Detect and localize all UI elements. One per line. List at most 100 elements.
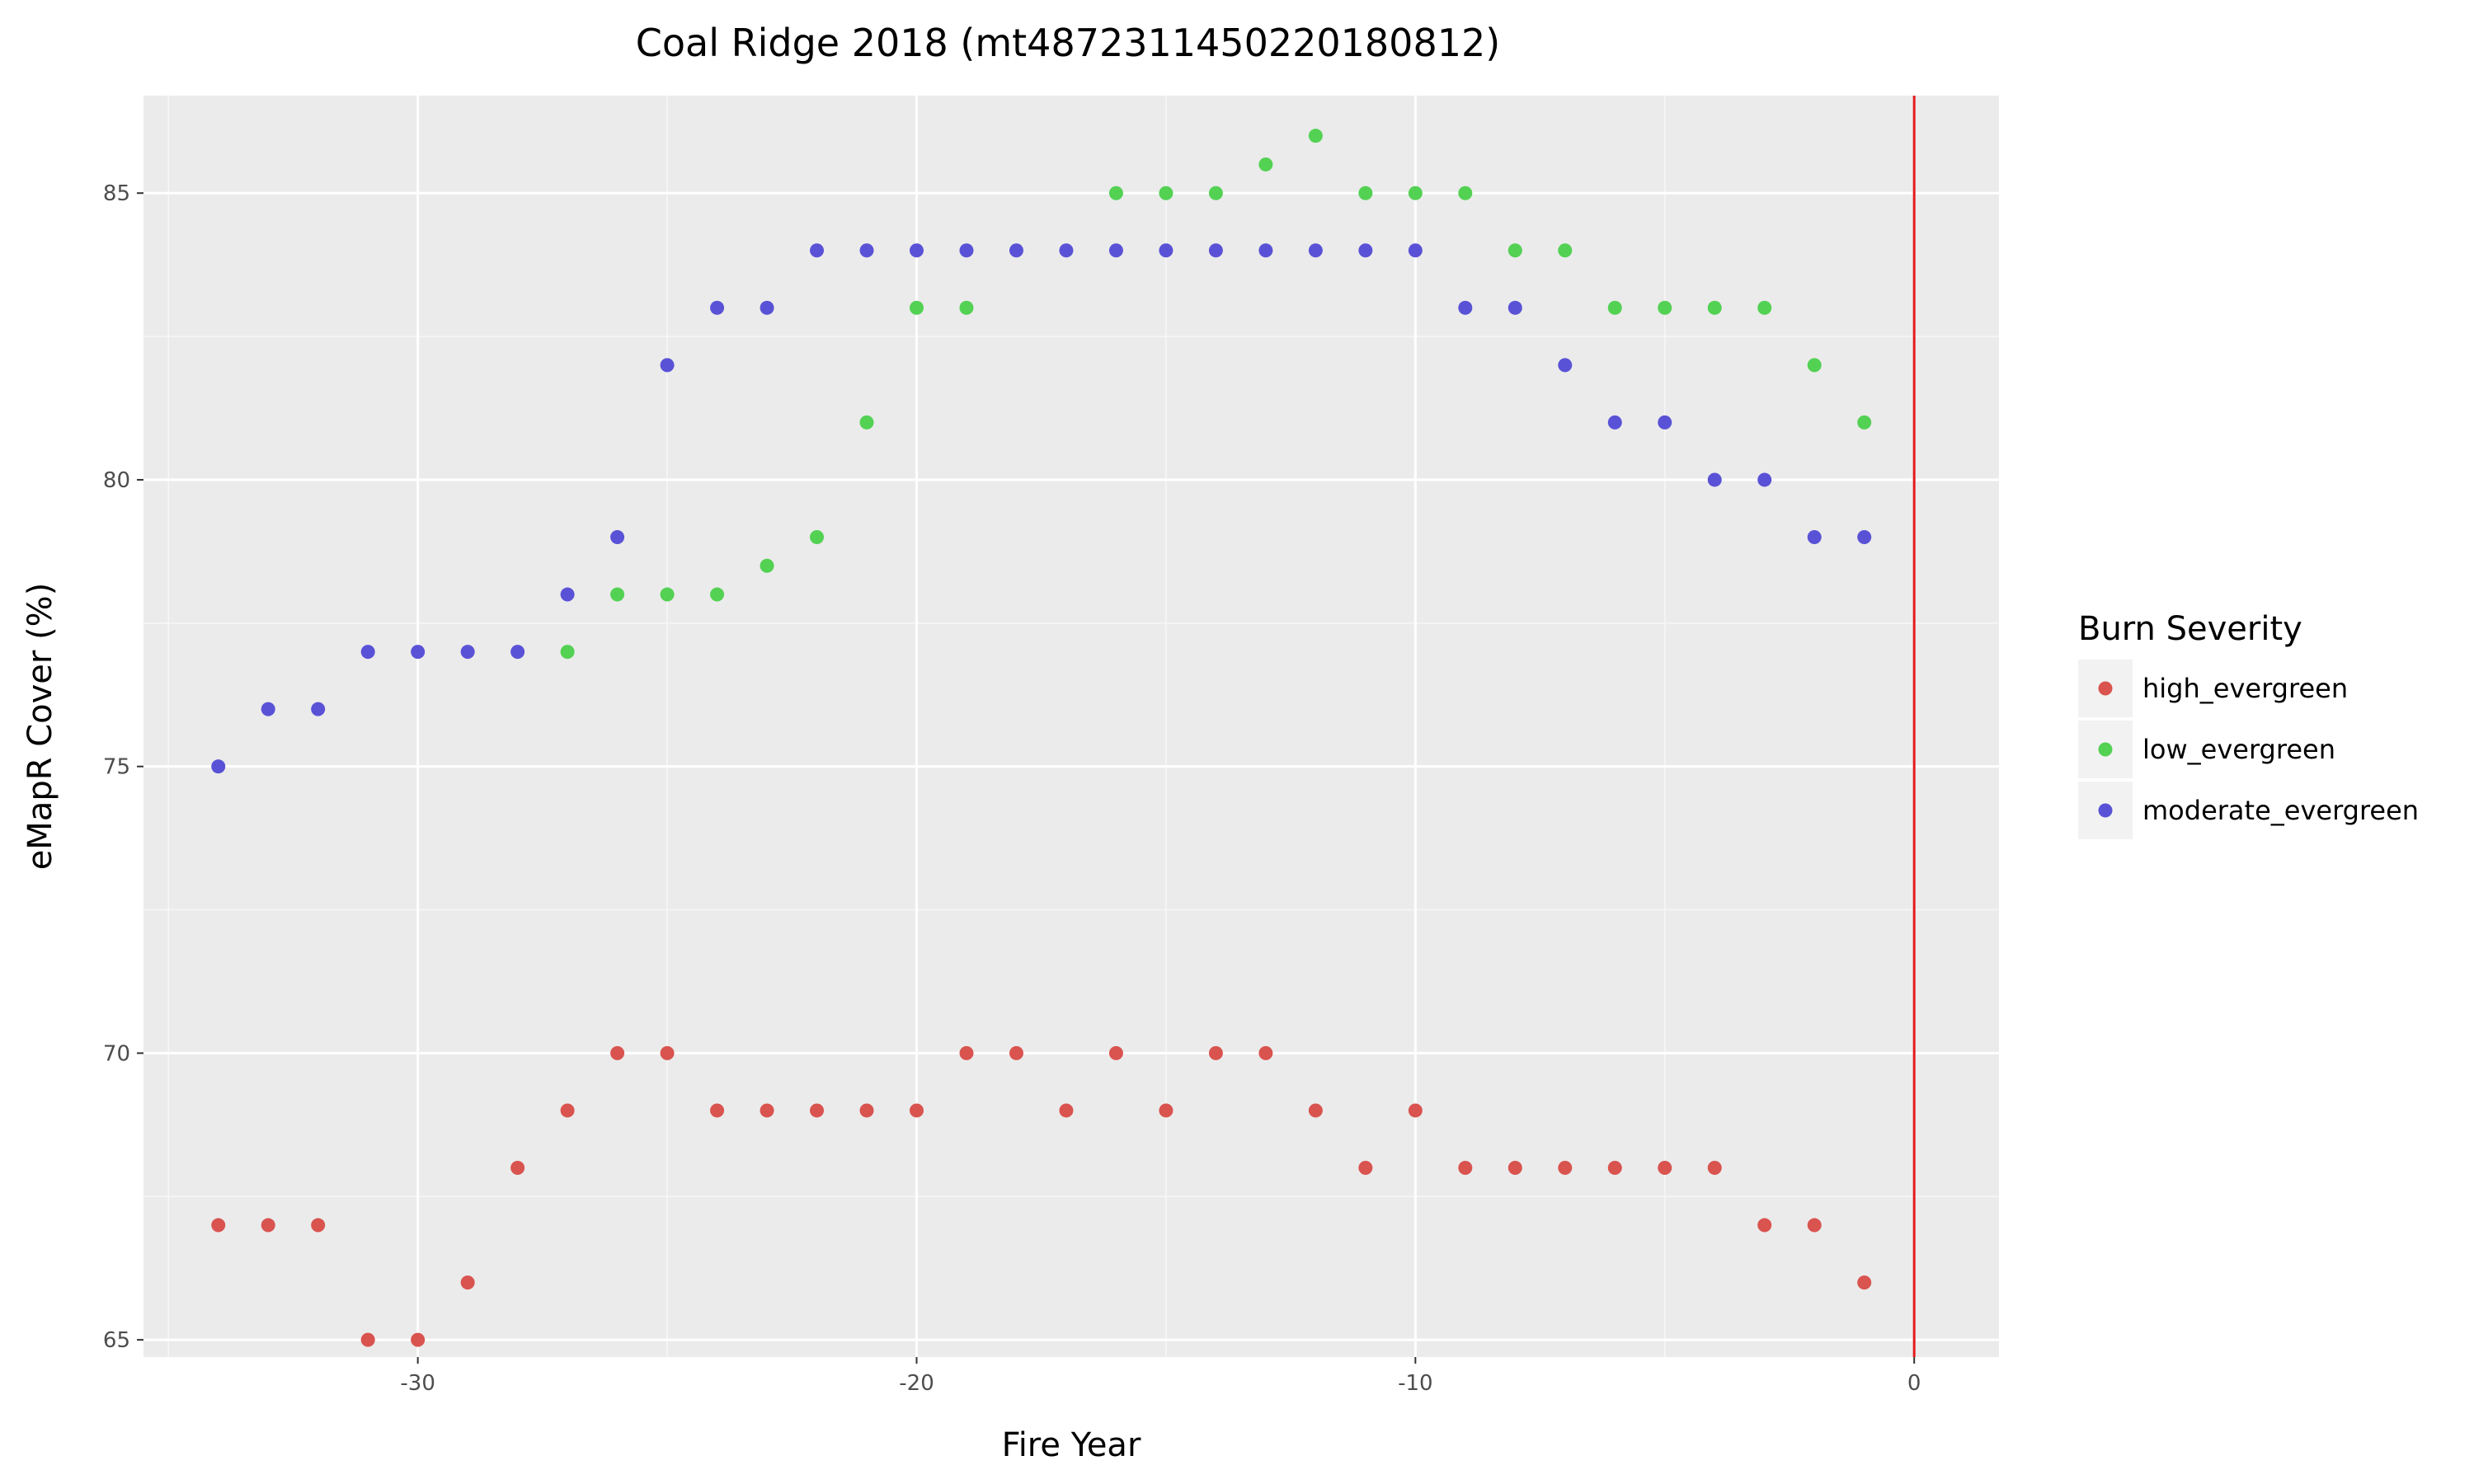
data-point xyxy=(710,1103,725,1118)
data-point xyxy=(261,702,275,716)
data-point xyxy=(1159,243,1174,258)
data-point xyxy=(1358,243,1373,258)
data-point xyxy=(859,415,874,430)
data-point xyxy=(1558,358,1573,373)
data-point xyxy=(1258,243,1273,258)
data-point xyxy=(1108,1045,1123,1060)
data-point xyxy=(1757,1218,1772,1233)
y-tick-label: 80 xyxy=(103,468,130,493)
data-point xyxy=(1258,1045,1273,1060)
data-point xyxy=(1757,300,1772,315)
series-high_evergreen xyxy=(211,1045,1872,1347)
series-moderate_evergreen xyxy=(211,243,1872,774)
data-point xyxy=(810,530,825,544)
legend-items: high_evergreen low_evergreen moderate_ever… xyxy=(2078,660,2419,839)
data-point xyxy=(810,243,825,258)
data-point xyxy=(1458,186,1473,200)
y-tick-label: 70 xyxy=(103,1041,130,1066)
data-point xyxy=(1558,1161,1573,1175)
data-point xyxy=(610,530,625,544)
data-point xyxy=(1807,358,1822,373)
data-point xyxy=(710,587,725,602)
y-axis-title: eMapR Cover (%) xyxy=(21,583,59,871)
data-point xyxy=(360,645,375,660)
data-point xyxy=(1358,186,1373,200)
legend-marker xyxy=(2098,803,2113,818)
data-point xyxy=(311,702,326,716)
data-point xyxy=(910,300,924,315)
legend-marker xyxy=(2098,681,2113,696)
data-point xyxy=(660,358,675,373)
data-point xyxy=(560,645,575,660)
legend-label: high_evergreen xyxy=(2142,673,2348,704)
data-point xyxy=(1108,186,1123,200)
data-point xyxy=(1507,300,1522,315)
data-point xyxy=(1258,157,1273,171)
data-point xyxy=(510,1161,525,1175)
data-point xyxy=(1208,243,1223,258)
data-point xyxy=(1308,243,1323,258)
data-point xyxy=(1059,243,1074,258)
legend-label: moderate_evergreen xyxy=(2142,795,2419,826)
data-point xyxy=(1408,1103,1423,1118)
data-point xyxy=(760,558,774,573)
data-point xyxy=(360,1332,375,1347)
data-point xyxy=(1658,300,1672,315)
data-point xyxy=(1308,1103,1323,1118)
data-point xyxy=(760,1103,774,1118)
data-point xyxy=(1009,1045,1023,1060)
data-point xyxy=(1607,300,1622,315)
data-point xyxy=(560,587,575,602)
data-point xyxy=(411,645,426,660)
data-point xyxy=(959,300,974,315)
data-point xyxy=(610,1045,625,1060)
data-point xyxy=(1507,243,1522,258)
data-point xyxy=(1408,243,1423,258)
points-layer xyxy=(211,129,1872,1347)
y-tick-label: 65 xyxy=(103,1328,130,1353)
data-point xyxy=(1208,1045,1223,1060)
chart-title: Coal Ridge 2018 (mt48723114502201808​12) xyxy=(636,21,1500,65)
data-point xyxy=(460,645,475,660)
data-point xyxy=(959,243,974,258)
y-axis-ticks: 65 70 75 80 85 xyxy=(103,181,143,1353)
data-point xyxy=(1607,1161,1622,1175)
data-point xyxy=(1208,186,1223,200)
data-point xyxy=(859,1103,874,1118)
data-point xyxy=(660,1045,675,1060)
legend-label: low_evergreen xyxy=(2142,734,2335,765)
data-point xyxy=(1658,1161,1672,1175)
legend: Burn Severity high_evergreen low_evergree… xyxy=(2078,610,2419,839)
data-point xyxy=(1458,1161,1473,1175)
data-point xyxy=(510,645,525,660)
data-point xyxy=(1108,243,1123,258)
data-point xyxy=(211,1218,226,1233)
data-point xyxy=(1558,243,1573,258)
data-point xyxy=(560,1103,575,1118)
x-axis-ticks: -30 -20 -10 0 xyxy=(400,1357,1921,1396)
y-tick-label: 75 xyxy=(103,755,130,780)
series-low_evergreen xyxy=(560,129,1872,660)
x-tick-label: -30 xyxy=(400,1371,435,1396)
data-point xyxy=(1358,1161,1373,1175)
data-point xyxy=(1059,1103,1074,1118)
legend-title: Burn Severity xyxy=(2078,610,2302,648)
data-point xyxy=(1159,186,1174,200)
data-point xyxy=(1408,186,1423,200)
data-point xyxy=(910,243,924,258)
data-point xyxy=(411,1332,426,1347)
data-point xyxy=(1857,1275,1872,1290)
data-point xyxy=(1757,472,1772,487)
x-tick-label: 0 xyxy=(1907,1371,1921,1396)
data-point xyxy=(1707,300,1722,315)
x-axis-title: Fire Year xyxy=(1002,1426,1141,1464)
data-point xyxy=(1857,415,1872,430)
major-gridlines xyxy=(143,96,1999,1357)
data-point xyxy=(859,243,874,258)
data-point xyxy=(910,1103,924,1118)
x-tick-label: -20 xyxy=(899,1371,934,1396)
data-point xyxy=(1857,530,1872,544)
x-tick-label: -10 xyxy=(1398,1371,1432,1396)
data-point xyxy=(1707,472,1722,487)
